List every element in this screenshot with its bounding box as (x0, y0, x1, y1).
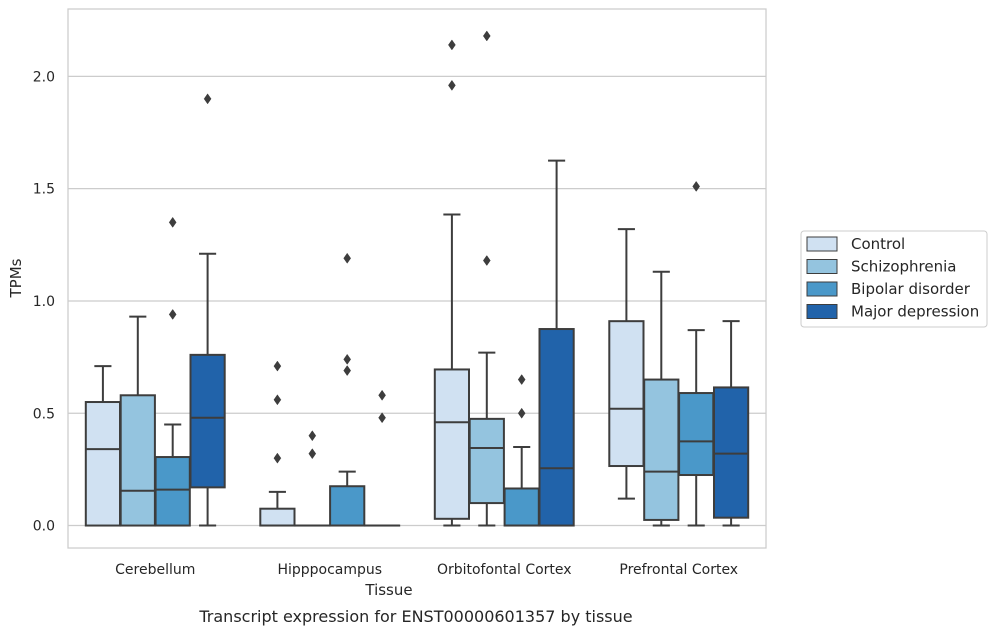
legend: Control Schizophrenia Bipolar disorder Majo… (800, 230, 988, 328)
outlier-point (378, 389, 386, 401)
x-tick-label: Hipppocampus (277, 562, 382, 578)
legend-swatch (806, 281, 838, 297)
outlier-point (168, 308, 177, 320)
box-2-3 (538, 159, 575, 527)
y-axis-label: TPMs (7, 258, 25, 298)
y-tick-label: 2.0 (33, 69, 55, 85)
box-0-1 (119, 315, 156, 527)
outlier-point (448, 39, 456, 51)
legend-swatch (806, 259, 838, 274)
outlier-point (308, 430, 317, 442)
box-body (678, 392, 715, 477)
box-body (712, 386, 750, 519)
x-tick-label: Prefrontal Cortex (619, 562, 738, 578)
outlier-point (343, 252, 352, 264)
box-1-1 (294, 430, 331, 527)
outlier-point (273, 452, 282, 464)
y-tick-label: 0.5 (33, 406, 55, 422)
legend-label: Bipolar disorder (851, 280, 971, 298)
box-body (119, 394, 156, 527)
outlier-point (308, 448, 317, 460)
box-1-0 (259, 360, 296, 527)
box-3-0 (608, 228, 645, 500)
box-0-3 (189, 93, 226, 527)
y-tick-label: 0.0 (33, 519, 55, 535)
outlier-point (168, 216, 177, 228)
box-body (538, 328, 575, 527)
outlier-point (692, 180, 701, 192)
outlier-point (273, 394, 282, 406)
outlier-point (482, 255, 491, 266)
plot-area-frame (67, 8, 767, 549)
x-tick-label: Cerebellum (115, 562, 195, 578)
outlier-point (482, 30, 491, 42)
box-2-0 (433, 39, 471, 527)
legend-label: Major depression (851, 303, 979, 321)
legend-label: Schizophrenia (851, 258, 956, 276)
box-body (643, 378, 680, 521)
box-3-2 (678, 180, 715, 527)
outlier-point (517, 407, 526, 419)
outlier-point (273, 360, 282, 372)
box-body (503, 487, 540, 527)
outlier-point (343, 353, 352, 365)
box-body (189, 353, 226, 489)
outlier-point (343, 365, 352, 377)
box-body (84, 401, 122, 527)
box-1-3 (363, 389, 401, 527)
legend-items: Control Schizophrenia Bipolar disorder Majo… (806, 235, 979, 321)
box-2-2 (503, 374, 540, 527)
box-body (329, 485, 366, 527)
y-tick-labels: 0.0 0.5 1.0 1.5 2.0 (33, 69, 55, 534)
box-body (433, 368, 471, 520)
x-tick-labels: Cerebellum Hipppocampus Orbitofontal Corte… (115, 562, 738, 578)
box-0-0 (84, 365, 122, 527)
figure-caption: Transcript expression for ENST0000060135… (198, 607, 632, 626)
x-tick-label: Orbitofontal Cortex (437, 562, 572, 578)
box-3-3 (712, 320, 750, 527)
box-body (608, 320, 645, 468)
box-body (259, 507, 296, 527)
box-3-1 (643, 270, 680, 527)
outlier-point (378, 412, 386, 424)
box-2-1 (468, 30, 505, 527)
legend-label: Control (851, 235, 905, 253)
box-body (154, 456, 191, 527)
x-axis-label: Tissue (364, 581, 412, 599)
outlier-point (448, 79, 456, 91)
box-1-2 (329, 252, 366, 527)
legend-frame (800, 230, 988, 328)
legend-swatch (806, 236, 838, 252)
box-0-2 (154, 216, 191, 527)
y-tick-label: 1.5 (33, 182, 55, 198)
legend-swatch (806, 304, 838, 319)
box-body (468, 417, 505, 505)
outlier-point (517, 374, 526, 385)
box-marks (84, 30, 750, 527)
outlier-point (203, 93, 212, 105)
y-tick-label: 1.0 (33, 294, 55, 310)
